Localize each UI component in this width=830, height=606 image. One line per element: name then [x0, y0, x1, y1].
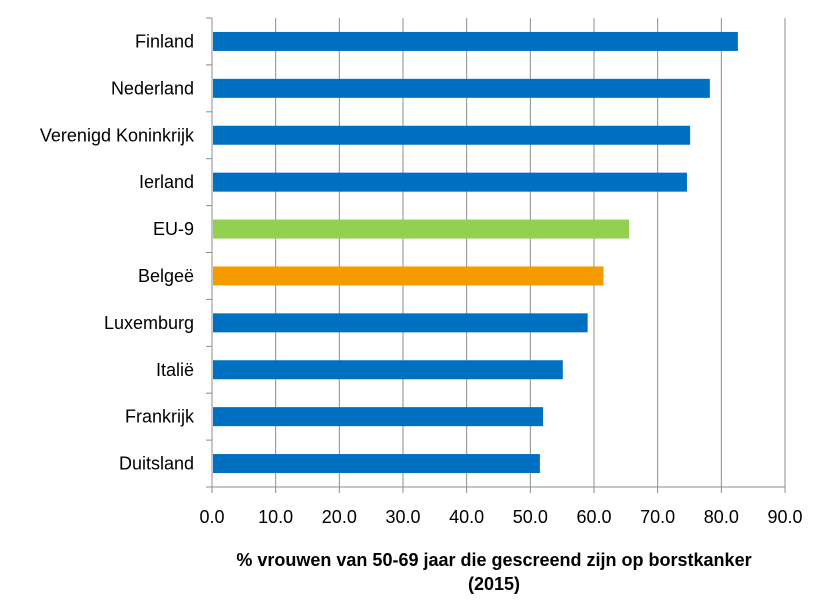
bar-eu-9	[213, 219, 630, 239]
category-label: Ierland	[139, 172, 194, 192]
bars	[213, 31, 738, 474]
x-tick-label: 10.0	[258, 507, 293, 527]
category-ticks	[206, 17, 212, 488]
x-tick-label: 90.0	[767, 507, 802, 527]
category-labels: Finland Nederland Verenigd Koninkrijk Ierla…	[40, 31, 195, 473]
bar-itali-	[213, 360, 563, 380]
x-tick-label: 70.0	[640, 507, 675, 527]
category-label: EU-9	[153, 219, 194, 239]
x-tick-label: 20.0	[322, 507, 357, 527]
category-label: Belgeë	[138, 266, 194, 286]
x-tick-label: 50.0	[513, 507, 548, 527]
x-tick-label: 30.0	[385, 507, 420, 527]
bar-luxemburg	[213, 313, 588, 333]
x-tick-label: 40.0	[449, 507, 484, 527]
x-tick-label: 80.0	[704, 507, 739, 527]
x-axis-title-line-2: (2015)	[468, 574, 520, 594]
category-label: Verenigd Koninkrijk	[40, 125, 195, 145]
x-tick-label: 0.0	[199, 507, 224, 527]
bar-nederland	[213, 78, 710, 98]
bar-finland	[213, 31, 738, 51]
category-label: Finland	[135, 31, 194, 51]
bar-duitsland	[213, 454, 540, 474]
category-label: Luxemburg	[104, 313, 194, 333]
category-label: Duitsland	[119, 454, 194, 474]
x-tick-labels: 0.0 10.0 20.0 30.0 40.0 50.0 60.0 70.0 80.0 90.0	[199, 487, 803, 527]
bar-belge-	[213, 266, 604, 286]
bar-ierland	[213, 172, 687, 192]
category-label: Frankrijk	[125, 407, 195, 427]
bar-verenigd-koninkrijk	[213, 125, 691, 145]
bar-frankrijk	[213, 407, 544, 427]
category-label: Nederland	[111, 78, 194, 98]
x-axis-title-line-1: % vrouwen van 50-69 jaar die gescreend z…	[236, 550, 751, 570]
category-label: Italië	[156, 360, 194, 380]
x-tick-label: 60.0	[576, 507, 611, 527]
